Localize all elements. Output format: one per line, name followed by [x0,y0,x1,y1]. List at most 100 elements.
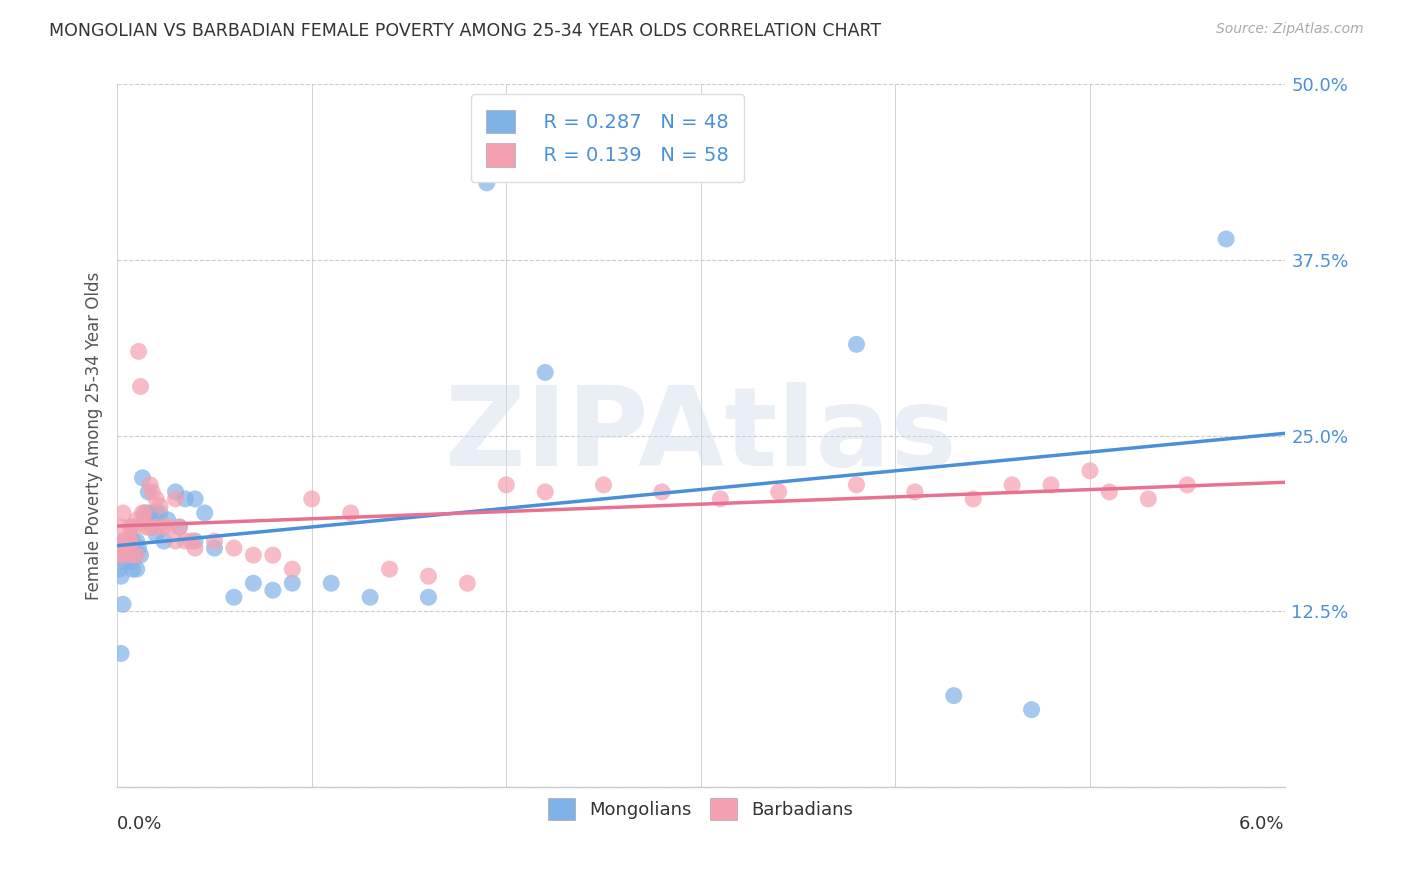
Point [110,541,132,555]
Point [131,506,153,520]
Point [359,591,381,605]
Point [651,484,673,499]
Point [120,555,142,569]
Text: 0.0%: 0.0% [117,815,163,833]
Point [145,527,167,541]
Point [184,534,207,549]
Point [242,548,264,562]
Point [120,534,142,549]
Text: 6.0%: 6.0% [1239,815,1285,833]
Point [165,491,187,506]
Point [141,484,163,499]
Point [534,484,557,499]
Point [112,534,135,549]
Point [204,534,226,549]
Point [475,176,498,190]
Point [136,520,159,534]
Point [169,520,191,534]
Point [114,548,136,562]
Point [134,506,156,520]
Point [222,541,245,555]
Point [1215,232,1237,246]
Point [174,534,197,549]
Point [153,534,176,549]
Point [129,548,152,562]
Point [534,366,557,380]
Point [141,520,163,534]
Point [1137,491,1160,506]
Point [845,478,868,492]
Point [378,562,401,576]
Point [156,513,179,527]
Point [165,484,187,499]
Point [174,491,197,506]
Point [1021,703,1043,717]
Point [418,569,440,583]
Point [125,513,148,527]
Point [169,520,191,534]
Point [768,484,790,499]
Point [108,548,131,562]
Point [962,491,984,506]
Point [124,548,146,562]
Text: Source: ZipAtlas.com: Source: ZipAtlas.com [1216,22,1364,37]
Point [139,478,162,492]
Point [110,647,132,661]
Point [149,506,172,520]
Point [110,569,132,583]
Point [120,520,142,534]
Point [262,583,284,598]
Legend: Mongolians, Barbadians: Mongolians, Barbadians [541,790,860,827]
Point [301,491,323,506]
Point [592,478,614,492]
Point [128,344,150,359]
Text: MONGOLIAN VS BARBADIAN FEMALE POVERTY AMONG 25-34 YEAR OLDS CORRELATION CHART: MONGOLIAN VS BARBADIAN FEMALE POVERTY AM… [49,22,882,40]
Point [145,520,167,534]
Point [121,562,143,576]
Point [128,541,150,555]
Point [129,379,152,393]
Y-axis label: Female Poverty Among 25-34 Year Olds: Female Poverty Among 25-34 Year Olds [86,271,103,599]
Point [114,534,136,549]
Point [1098,484,1121,499]
Point [118,534,141,549]
Point [153,520,176,534]
Point [120,520,142,534]
Text: ZIPAtlas: ZIPAtlas [446,382,956,489]
Point [456,576,478,591]
Point [115,534,138,549]
Point [184,541,207,555]
Point [165,534,187,549]
Point [1175,478,1198,492]
Point [112,597,135,611]
Point [115,548,138,562]
Point [904,484,927,499]
Point [121,548,143,562]
Point [1001,478,1024,492]
Point [495,478,517,492]
Point [108,562,131,576]
Point [242,576,264,591]
Point [222,591,245,605]
Point [139,506,162,520]
Point [118,534,141,549]
Point [125,534,148,549]
Point [145,506,167,520]
Point [135,520,157,534]
Point [262,548,284,562]
Point [110,520,132,534]
Point [709,491,731,506]
Point [204,541,226,555]
Point [136,484,159,499]
Point [339,506,361,520]
Point [124,520,146,534]
Point [194,506,217,520]
Point [114,555,136,569]
Point [942,689,965,703]
Point [845,337,868,351]
Point [125,548,148,562]
Point [145,491,167,506]
Point [184,491,207,506]
Point [112,506,135,520]
Point [180,534,202,549]
